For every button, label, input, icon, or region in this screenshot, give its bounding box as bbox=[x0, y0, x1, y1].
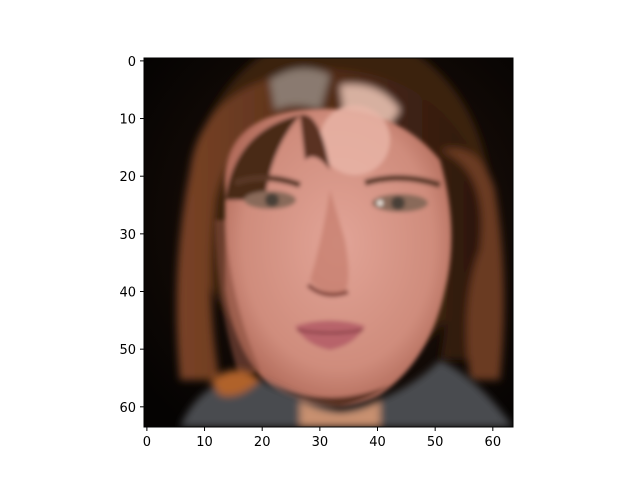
x-tick-label: 0 bbox=[143, 435, 151, 450]
y-tick-label: 0 bbox=[128, 55, 136, 70]
y-tick-label: 60 bbox=[119, 401, 136, 416]
x-tick-label: 10 bbox=[196, 435, 213, 450]
y-tick-label: 30 bbox=[119, 228, 136, 243]
x-tick-label: 60 bbox=[485, 435, 502, 450]
x-tick-label: 20 bbox=[254, 435, 271, 450]
y-axis: 0 10 20 30 40 50 60 bbox=[119, 55, 144, 416]
x-tick-label: 30 bbox=[312, 435, 329, 450]
x-tick-label: 40 bbox=[369, 435, 386, 450]
y-tick-label: 20 bbox=[119, 170, 136, 185]
y-tick-label: 10 bbox=[119, 113, 136, 128]
y-tick-label: 50 bbox=[119, 343, 136, 358]
y-tick-label: 40 bbox=[119, 286, 136, 301]
face-image bbox=[144, 58, 513, 427]
x-axis: 0 10 20 30 40 50 60 bbox=[143, 427, 501, 450]
axes-frame bbox=[143, 57, 514, 428]
x-tick-label: 50 bbox=[427, 435, 444, 450]
